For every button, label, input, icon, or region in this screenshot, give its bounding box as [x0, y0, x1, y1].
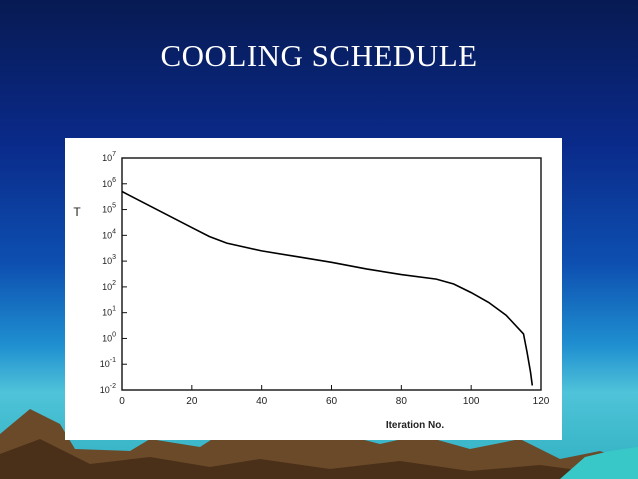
x-axis-label: Iteration No. — [386, 420, 445, 431]
mountain-backdrop — [0, 409, 638, 479]
y-tick-label: 10-1 — [100, 357, 116, 369]
slide-title: COOLING SCHEDULE — [160, 38, 478, 73]
y-tick-label: 104 — [102, 228, 116, 240]
chart-panel: 0 20 40 60 80 100 120 107 106 105 104 103 102 101 100 1… — [65, 138, 562, 440]
x-tick-label: 20 — [186, 396, 198, 407]
y-tick-label: 100 — [102, 331, 116, 343]
x-tick-label: 40 — [256, 396, 268, 407]
y-axis-label: T — [73, 205, 81, 219]
cooling-schedule-chart: 0 20 40 60 80 100 120 107 106 105 104 103 102 101 100 1… — [73, 151, 550, 431]
y-tick-label: 101 — [102, 306, 116, 318]
x-tick-label: 80 — [396, 396, 408, 407]
temperature-series-line — [121, 190, 534, 386]
y-tick-label: 105 — [102, 203, 116, 215]
x-tick-label: 120 — [533, 396, 550, 407]
y-tick-label: 107 — [102, 151, 116, 163]
x-tick-label: 0 — [119, 396, 125, 407]
y-tick-label: 102 — [102, 280, 116, 292]
y-tick-label: 106 — [102, 177, 116, 189]
y-tick-label: 10-2 — [100, 383, 116, 395]
plot-frame — [121, 157, 542, 391]
x-tick-label: 100 — [463, 396, 480, 407]
x-tick-label: 60 — [326, 396, 338, 407]
y-tick-label: 103 — [102, 254, 116, 266]
